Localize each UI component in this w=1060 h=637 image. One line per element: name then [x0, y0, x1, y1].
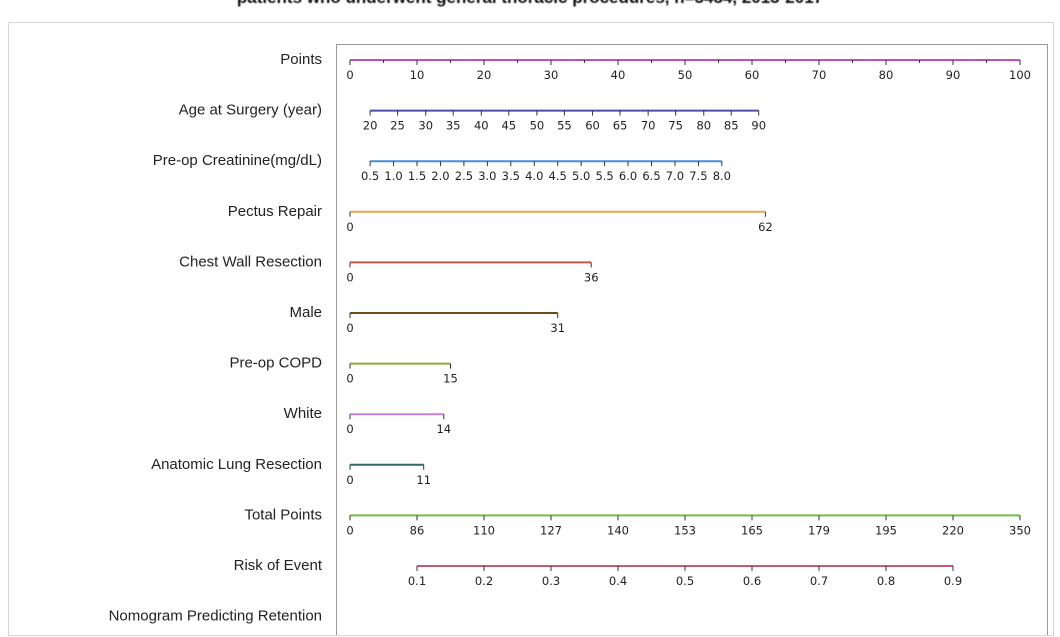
tick-label-total-points: 195 [875, 523, 897, 537]
tick-label-age-at-surgery-year: 25 [390, 119, 405, 133]
row-label-chest-wall-resection: Chest Wall Resection [179, 253, 322, 270]
tick-label-risk-of-event: 0.7 [810, 574, 828, 588]
tick-label-pectus-repair: 62 [758, 220, 773, 234]
row-label-anatomic-lung-resection: Anatomic Lung Resection [151, 456, 322, 473]
tick-label-pre-op-creatinine-mg-dl: 6.5 [642, 169, 660, 183]
tick-label-age-at-surgery-year: 50 [530, 119, 545, 133]
tick-label-pre-op-creatinine-mg-dl: 6.0 [619, 169, 637, 183]
tick-label-pre-op-creatinine-mg-dl: 5.5 [595, 169, 613, 183]
tick-label-pre-op-copd: 0 [346, 372, 353, 386]
tick-label-total-points: 140 [607, 523, 629, 537]
tick-label-points: 50 [678, 68, 693, 82]
tick-label-age-at-surgery-year: 60 [585, 119, 600, 133]
tick-label-risk-of-event: 0.1 [408, 574, 426, 588]
tick-label-pre-op-creatinine-mg-dl: 7.0 [666, 169, 684, 183]
tick-label-total-points: 110 [473, 523, 495, 537]
tick-label-pre-op-creatinine-mg-dl: 2.5 [455, 169, 473, 183]
tick-label-male: 31 [550, 321, 565, 335]
tick-label-anatomic-lung-resection: 0 [346, 473, 353, 487]
tick-label-chest-wall-resection: 0 [346, 270, 353, 284]
tick-label-points: 10 [410, 68, 425, 82]
row-label-pre-op-creatinine-mg-dl: Pre-op Creatinine(mg/dL) [153, 152, 322, 169]
tick-label-age-at-surgery-year: 45 [501, 119, 516, 133]
tick-label-chest-wall-resection: 36 [584, 270, 599, 284]
tick-label-risk-of-event: 0.5 [676, 574, 694, 588]
row-label-age-at-surgery-year: Age at Surgery (year) [179, 102, 322, 119]
tick-label-pre-op-creatinine-mg-dl: 3.5 [502, 169, 520, 183]
tick-label-age-at-surgery-year: 90 [751, 119, 766, 133]
tick-label-pre-op-creatinine-mg-dl: 4.5 [549, 169, 567, 183]
tick-label-age-at-surgery-year: 80 [696, 119, 711, 133]
tick-label-age-at-surgery-year: 35 [446, 119, 461, 133]
figure-frame [8, 22, 1054, 636]
tick-label-points: 80 [879, 68, 894, 82]
tick-label-risk-of-event: 0.9 [944, 574, 962, 588]
tick-label-total-points: 350 [1009, 523, 1031, 537]
tick-label-age-at-surgery-year: 75 [668, 119, 683, 133]
row-label-pre-op-copd: Pre-op COPD [229, 355, 322, 372]
tick-label-anatomic-lung-resection: 11 [416, 473, 431, 487]
tick-label-total-points: 179 [808, 523, 830, 537]
tick-label-total-points: 86 [410, 523, 425, 537]
tick-label-age-at-surgery-year: 30 [418, 119, 433, 133]
tick-label-total-points: 165 [741, 523, 763, 537]
tick-label-total-points: 220 [942, 523, 964, 537]
tick-label-age-at-surgery-year: 20 [363, 119, 378, 133]
tick-label-pre-op-creatinine-mg-dl: 8.0 [713, 169, 731, 183]
tick-label-risk-of-event: 0.4 [609, 574, 627, 588]
row-label-total-points: Total Points [244, 506, 322, 523]
tick-label-male: 0 [346, 321, 353, 335]
tick-label-pre-op-creatinine-mg-dl: 7.5 [689, 169, 707, 183]
tick-label-pre-op-creatinine-mg-dl: 1.0 [384, 169, 402, 183]
tick-label-age-at-surgery-year: 55 [557, 119, 572, 133]
tick-label-pre-op-copd: 15 [443, 372, 458, 386]
tick-label-points: 100 [1009, 68, 1031, 82]
tick-label-points: 70 [812, 68, 827, 82]
tick-label-age-at-surgery-year: 70 [641, 119, 656, 133]
tick-label-age-at-surgery-year: 85 [724, 119, 739, 133]
tick-label-points: 0 [346, 68, 353, 82]
tick-label-points: 30 [544, 68, 559, 82]
tick-label-points: 60 [745, 68, 760, 82]
row-label-male: Male [289, 304, 322, 321]
tick-label-pre-op-creatinine-mg-dl: 5.0 [572, 169, 590, 183]
tick-label-pre-op-creatinine-mg-dl: 3.0 [478, 169, 496, 183]
tick-label-pre-op-creatinine-mg-dl: 1.5 [408, 169, 426, 183]
tick-label-risk-of-event: 0.2 [475, 574, 493, 588]
tick-label-points: 90 [946, 68, 961, 82]
tick-label-age-at-surgery-year: 40 [474, 119, 489, 133]
row-label-pectus-repair: Pectus Repair [228, 203, 322, 220]
tick-label-pre-op-creatinine-mg-dl: 4.0 [525, 169, 543, 183]
row-label-points: Points [280, 51, 322, 68]
tick-label-pectus-repair: 0 [346, 220, 353, 234]
chart-title: Nomogram Predicting Retention [109, 608, 322, 625]
tick-label-points: 20 [477, 68, 492, 82]
tick-label-total-points: 127 [540, 523, 562, 537]
tick-label-total-points: 153 [674, 523, 696, 537]
tick-label-risk-of-event: 0.6 [743, 574, 761, 588]
tick-label-age-at-surgery-year: 65 [613, 119, 628, 133]
tick-label-points: 40 [611, 68, 626, 82]
page-title: patients who underwent general thoracic … [0, 0, 1060, 8]
tick-label-white: 14 [436, 422, 451, 436]
tick-label-total-points: 0 [346, 523, 353, 537]
row-label-risk-of-event: Risk of Event [234, 557, 323, 574]
tick-label-white: 0 [346, 422, 353, 436]
tick-label-pre-op-creatinine-mg-dl: 0.5 [361, 169, 379, 183]
tick-label-risk-of-event: 0.3 [542, 574, 560, 588]
plot-frame [336, 44, 1048, 635]
tick-label-pre-op-creatinine-mg-dl: 2.0 [431, 169, 449, 183]
tick-label-risk-of-event: 0.8 [877, 574, 895, 588]
row-label-white: White [284, 405, 322, 422]
